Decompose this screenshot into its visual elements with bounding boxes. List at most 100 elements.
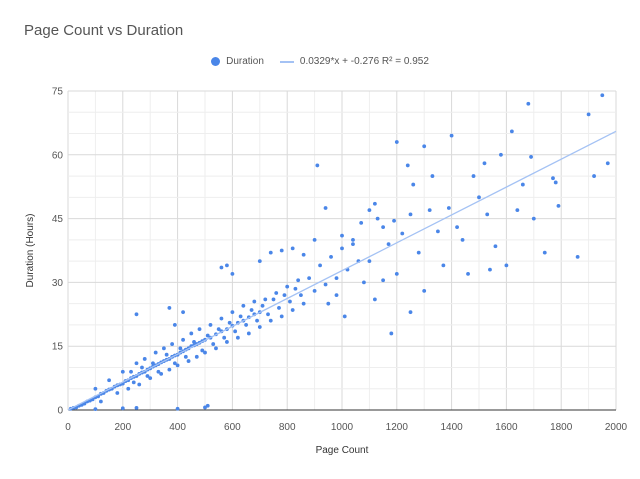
data-point	[203, 350, 207, 355]
data-point	[586, 112, 591, 117]
data-point	[205, 333, 210, 338]
data-point	[400, 231, 405, 236]
y-tick-label: 75	[52, 87, 64, 98]
data-point	[216, 327, 221, 332]
data-point	[323, 282, 328, 287]
x-axis-title: Page Count	[316, 445, 369, 456]
data-point	[156, 369, 161, 374]
legend-label-duration: Duration	[226, 56, 264, 67]
data-point	[290, 246, 295, 251]
data-point	[441, 263, 446, 268]
data-point	[181, 310, 185, 315]
data-point	[222, 335, 227, 340]
data-point	[323, 206, 328, 210]
data-point	[334, 276, 339, 281]
data-point	[285, 284, 290, 289]
data-point	[266, 312, 270, 317]
data-point	[93, 386, 98, 391]
data-point	[129, 369, 133, 374]
x-tick-label: 1200	[386, 422, 409, 433]
data-point	[235, 335, 240, 340]
data-point	[151, 361, 155, 366]
data-point	[257, 325, 262, 329]
data-point	[167, 306, 172, 310]
data-point	[208, 323, 213, 327]
data-point	[520, 182, 525, 187]
data-point	[107, 378, 111, 383]
data-point	[422, 289, 427, 293]
data-point	[148, 376, 153, 380]
y-tick-label: 0	[57, 406, 63, 417]
data-point	[471, 174, 476, 178]
data-point	[225, 340, 229, 344]
grid-lines	[67, 90, 617, 411]
data-point	[238, 314, 243, 319]
data-point	[246, 331, 251, 336]
data-point	[203, 405, 207, 410]
data-point	[296, 278, 301, 283]
data-point	[200, 348, 205, 353]
data-point	[381, 225, 385, 230]
data-point	[389, 331, 394, 336]
data-point	[301, 301, 306, 306]
data-point	[197, 327, 202, 332]
data-point	[427, 208, 432, 212]
x-tick-label: 1600	[495, 422, 518, 433]
data-point	[329, 254, 333, 259]
data-point	[277, 306, 281, 310]
data-point	[315, 163, 320, 168]
data-point	[181, 337, 185, 342]
data-point	[279, 248, 284, 253]
data-point	[405, 163, 410, 168]
data-point	[367, 208, 372, 212]
data-point	[293, 286, 298, 291]
data-point	[172, 323, 177, 327]
data-point	[93, 407, 98, 412]
data-point	[340, 233, 344, 238]
trendline	[67, 130, 617, 411]
data-point	[137, 382, 142, 387]
data-point	[460, 237, 465, 242]
legend-item-duration[interactable]: Duration	[211, 56, 264, 67]
legend-marker-trendline	[279, 60, 294, 63]
data-point	[186, 359, 191, 363]
data-point	[307, 276, 312, 281]
data-point	[194, 354, 199, 359]
data-point	[268, 318, 273, 323]
data-point	[359, 220, 364, 225]
data-point	[312, 289, 317, 293]
data-point	[274, 291, 279, 295]
data-point	[134, 405, 139, 410]
data-point	[257, 259, 262, 264]
data-point	[312, 237, 317, 242]
data-point	[367, 259, 372, 264]
x-tick-label: 0	[65, 422, 71, 433]
data-point	[515, 208, 520, 212]
data-point	[556, 203, 561, 208]
legend: Duration 0.0329*x + -0.276 R² = 0.952	[0, 56, 640, 67]
x-tick-label: 200	[114, 422, 131, 433]
data-point	[351, 242, 355, 247]
data-point	[162, 346, 166, 351]
y-tick-label: 45	[52, 214, 64, 225]
data-point	[408, 310, 413, 315]
data-point	[271, 297, 276, 302]
data-point	[386, 242, 391, 247]
data-point	[145, 374, 150, 378]
data-point	[449, 133, 454, 138]
data-point	[170, 342, 175, 346]
data-point	[153, 350, 158, 355]
data-point	[268, 250, 273, 255]
data-point	[244, 323, 249, 327]
legend-item-trendline[interactable]: 0.0329*x + -0.276 R² = 0.952	[279, 56, 429, 67]
data-point	[249, 308, 254, 312]
data-point	[131, 380, 136, 385]
legend-label-trendline: 0.0329*x + -0.276 R² = 0.952	[299, 56, 429, 67]
data-point	[227, 320, 232, 325]
data-point	[263, 297, 268, 302]
data-point	[430, 174, 435, 178]
data-point	[408, 212, 413, 217]
y-tick-label: 30	[52, 278, 64, 289]
data-point	[436, 229, 440, 234]
